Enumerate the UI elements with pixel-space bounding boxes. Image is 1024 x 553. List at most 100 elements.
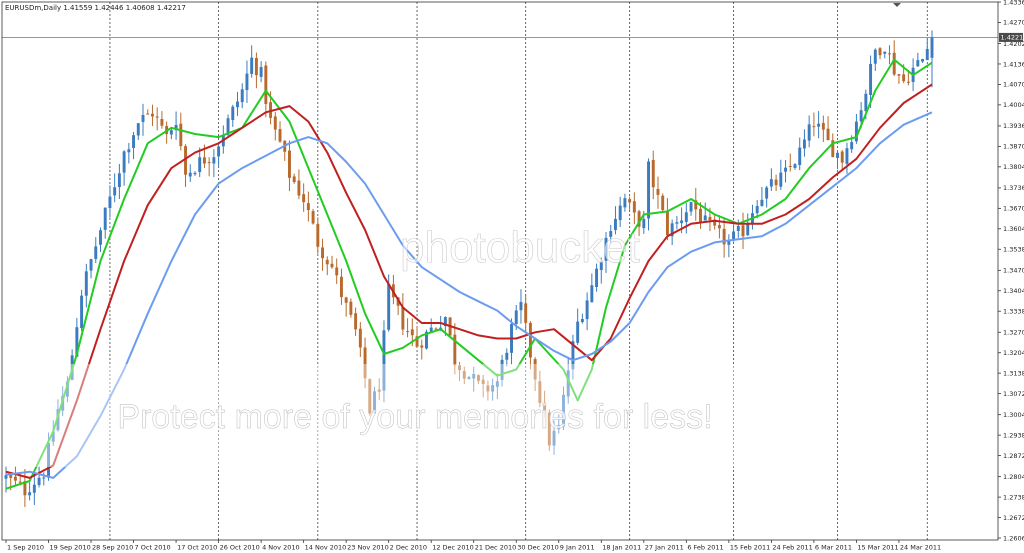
candle-body (429, 327, 433, 332)
candle-body (306, 203, 310, 211)
candle-body (495, 381, 499, 387)
x-tick-label: 24 Mar 2011 (900, 544, 941, 552)
candle-body (552, 430, 556, 446)
candle-body (368, 379, 372, 414)
candle-body (883, 51, 887, 54)
candle (240, 83, 244, 109)
candle-body (278, 129, 282, 142)
candle-body (826, 128, 830, 141)
candle (538, 370, 542, 408)
y-tick-label: 1.33380 (1003, 308, 1024, 316)
candle (807, 115, 811, 148)
moving-averages (5, 58, 933, 490)
candle-body (401, 307, 405, 330)
candle (103, 207, 107, 239)
candle (618, 196, 622, 227)
candle (689, 202, 693, 216)
candle (373, 386, 376, 414)
candle (217, 142, 221, 168)
candle-body (519, 302, 523, 311)
watermark-banner-text: Protect more of your memories for less! (117, 398, 712, 436)
x-tick-label: 6 Feb 2011 (687, 544, 723, 552)
candle-body (207, 162, 211, 164)
candle (495, 373, 499, 400)
candle-body (122, 151, 126, 173)
candle-body (623, 198, 627, 208)
candle (193, 171, 197, 176)
candle-body (198, 157, 202, 173)
candle (415, 326, 419, 348)
candle (264, 61, 268, 118)
candle (547, 409, 551, 451)
candle-body (859, 110, 863, 122)
candle-body (566, 370, 570, 397)
candle-body (836, 152, 839, 158)
candle (321, 238, 325, 271)
candle-body (873, 49, 877, 64)
price-axis[interactable]: 1.43360 1.42700 1.42020 1.41360 1.40700 1.400… (998, 0, 1024, 542)
candle-body (699, 208, 702, 223)
candle (84, 263, 88, 308)
candle-body (89, 259, 93, 271)
candle-body (117, 173, 121, 188)
candle (453, 323, 457, 375)
candle (755, 199, 759, 219)
candle-body (363, 347, 367, 379)
candle (108, 185, 112, 218)
time-axis[interactable]: 1 Sep 2010 19 Sep 2010 28 Sep 2010 7 Oct 20… (5, 540, 941, 552)
y-tick-label: 1.26720 (1003, 514, 1024, 522)
candle-body (760, 199, 764, 206)
candle-body (250, 57, 254, 74)
x-tick-label: 7 Oct 2010 (135, 544, 171, 552)
x-tick-label: 24 Feb 2011 (772, 544, 812, 552)
watermark-banner-band (0, 364, 830, 467)
candle (344, 296, 348, 317)
candle-body (812, 126, 816, 128)
candle-body (481, 379, 485, 384)
candle (259, 61, 263, 83)
candle (722, 219, 726, 258)
candle-body (864, 93, 868, 112)
candle-body (925, 48, 929, 61)
y-tick-label: 1.30040 (1003, 411, 1024, 419)
candle (236, 91, 239, 116)
candle-body (420, 345, 424, 348)
candle (892, 40, 896, 77)
candle (65, 376, 69, 403)
candle-body (18, 481, 22, 483)
candle-body (684, 212, 688, 222)
candle-body (656, 189, 660, 195)
candle (127, 142, 131, 164)
candle (925, 38, 929, 61)
plot-border (1, 1, 999, 541)
candle-body (689, 202, 693, 212)
chart-shift-marker-icon[interactable] (893, 3, 901, 7)
price-tag-value: 1.42217 (1001, 34, 1024, 42)
candle (420, 339, 424, 360)
candle (316, 217, 320, 254)
candle (665, 198, 669, 241)
candle-body (127, 149, 131, 153)
candle-body (647, 161, 650, 219)
candle-body (604, 237, 608, 261)
plot-frame (1, 1, 999, 541)
x-tick-label: 15 Mar 2011 (857, 544, 898, 552)
x-tick-label: 21 Dec 2010 (475, 544, 517, 552)
y-tick-label: 1.28720 (1003, 452, 1024, 460)
candle (831, 133, 835, 158)
candle-body (609, 231, 613, 237)
candle-body (897, 74, 901, 76)
candle (769, 168, 773, 191)
candle (481, 374, 485, 398)
x-tick-label: 4 Nov 2010 (262, 544, 300, 552)
candle (188, 164, 192, 182)
candle (99, 227, 102, 252)
candle (878, 47, 882, 60)
candle-body (254, 58, 258, 76)
y-tick-label: 1.42020 (1003, 40, 1024, 48)
price-tag-box (999, 32, 1023, 42)
candle (888, 45, 891, 65)
candle (788, 153, 792, 172)
